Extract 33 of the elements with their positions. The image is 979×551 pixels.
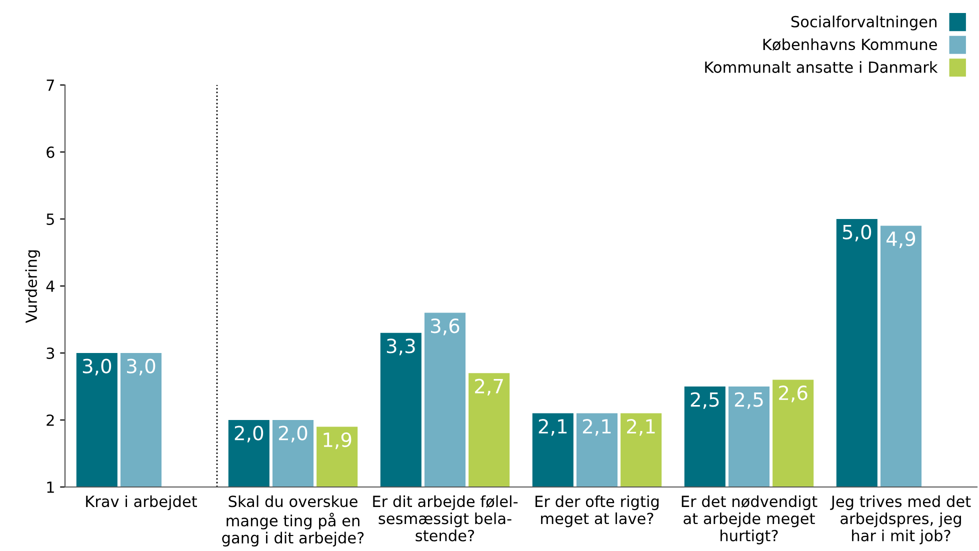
data-label: 3,6 — [431, 318, 460, 336]
data-label: 5,0 — [842, 224, 872, 242]
data-label: 2,1 — [627, 419, 655, 436]
data-label: 1,9 — [324, 432, 352, 450]
legend-label: Socialforvaltningen — [791, 16, 936, 30]
y-tick-label: 7 — [46, 80, 54, 91]
data-label: 2,1 — [582, 419, 611, 436]
y-tick-label: 3 — [46, 347, 54, 360]
y-tick-label: 2 — [46, 414, 54, 426]
x-tick-label: Er dit arbejde følel- sesmæssigt bela- stende? — [373, 495, 518, 542]
data-label: 3,0 — [82, 358, 112, 376]
x-tick-label: Krav i arbejdet — [86, 495, 197, 510]
data-label: 2,1 — [538, 419, 567, 436]
data-label: 2,6 — [779, 386, 808, 402]
data-label: 2,5 — [734, 392, 763, 409]
x-tick-label: Jeg trives med det arbejdspres, jeg har i mit job? — [830, 495, 971, 544]
y-tick-label: 4 — [46, 280, 54, 292]
data-label: 3,0 — [127, 358, 156, 376]
data-label: 2,0 — [234, 426, 264, 442]
y-tick-label: 5 — [46, 214, 54, 226]
data-label: 2,0 — [278, 426, 308, 442]
legend-label: Kommunalt ansatte i Danmark — [705, 61, 938, 73]
data-label: 2,5 — [690, 392, 719, 409]
y-tick-label: 6 — [46, 146, 54, 158]
legend-label: Københavns Kommune — [763, 38, 937, 51]
data-label: 2,7 — [475, 378, 503, 396]
y-axis-title: Vurdering — [25, 250, 40, 323]
x-tick-label: Skal du overskue mange ting på en gang i dit arbejde? — [222, 495, 364, 546]
x-tick-label: Er der ofte rigtig meget at lave? — [536, 495, 659, 528]
data-label: 3,3 — [386, 338, 415, 356]
data-label: 4,9 — [886, 231, 916, 248]
y-tick-label: 1 — [47, 482, 54, 493]
x-tick-label: Er det nødvendigt at arbejde meget hurtigt? — [682, 495, 818, 544]
